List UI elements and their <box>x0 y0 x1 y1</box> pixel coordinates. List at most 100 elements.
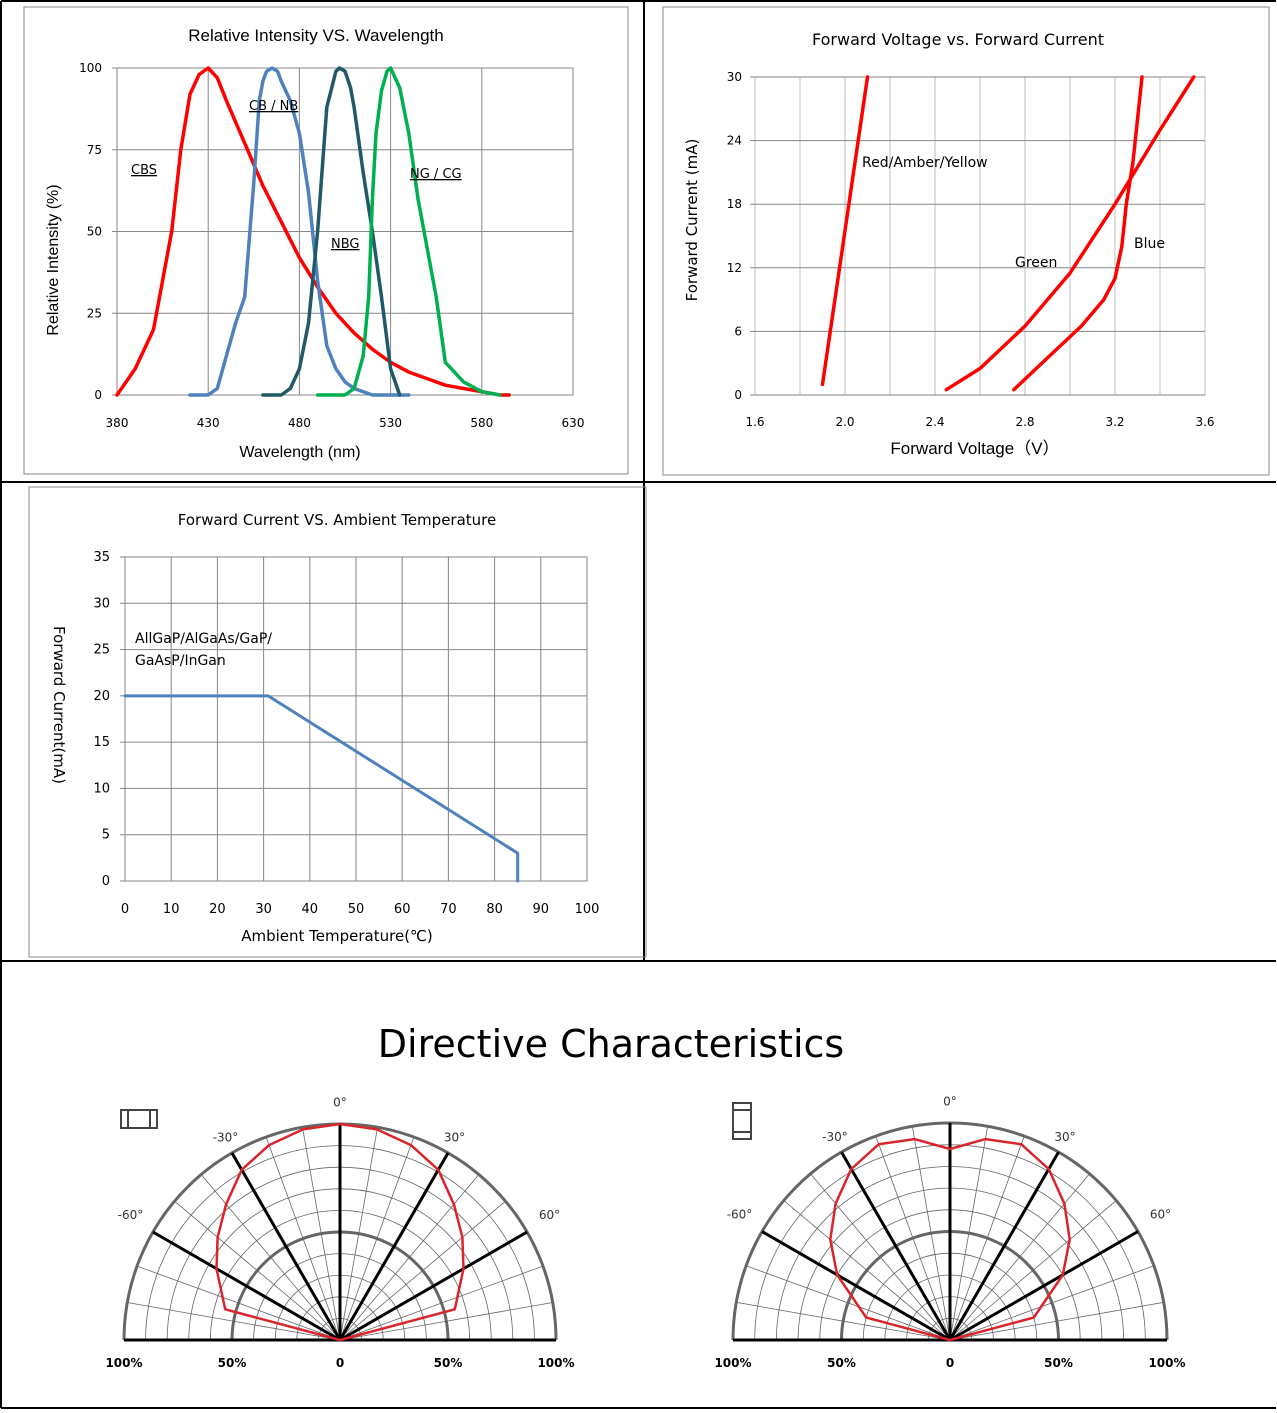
series-line-0 <box>820 75 870 387</box>
polar-major-radial-line <box>230 1152 342 1341</box>
y-tick-labels: 0 25 50 75 100 <box>79 61 102 402</box>
package-icon-vertical <box>732 1102 752 1140</box>
axis-label: 100% <box>1148 1356 1185 1370</box>
series-lines <box>123 694 520 883</box>
series-label-nbg: NBG <box>331 237 360 252</box>
x-tick-label: 20 <box>209 902 226 917</box>
y-tick-label: 15 <box>93 735 110 750</box>
y-tick-label: 12 <box>727 261 742 275</box>
y-tick-label: 0 <box>94 388 102 402</box>
x-tick-label: 90 <box>533 902 550 917</box>
polar-major-radial-line <box>948 1151 1060 1341</box>
x-tick-label: 430 <box>197 416 220 430</box>
package-icon-horizontal <box>120 1109 158 1129</box>
series-lines <box>115 66 511 397</box>
x-tick-label: 30 <box>255 902 272 917</box>
angle-label-minus-30: -30° <box>213 1131 239 1145</box>
y-axis-label: Forward Current(mA) <box>50 626 68 784</box>
angle-label-60: 60° <box>539 1208 560 1222</box>
x-tick-label: 530 <box>379 416 402 430</box>
y-tick-label: 6 <box>734 324 742 338</box>
x-tick-label: 2.8 <box>1015 415 1034 429</box>
polar-major-radial-line <box>761 1230 951 1342</box>
x-tick-label: 2.0 <box>835 415 854 429</box>
x-tick-label: 70 <box>440 902 457 917</box>
y-tick-label: 30 <box>93 596 110 611</box>
polar-major-radial-line <box>840 1151 952 1341</box>
annotation-line-2: GaAsP/InGan <box>135 653 226 669</box>
axis-label: 100% <box>537 1356 574 1370</box>
polar-major-radial-line <box>949 1230 1139 1342</box>
y-tick-label: 75 <box>87 143 102 157</box>
polar-plot-left: 0° -30° 30° -60° 60° 100% 50% 0 50% 100% <box>105 1096 574 1370</box>
angle-label-minus-60: -60° <box>118 1208 144 1222</box>
series-label-blue: Blue <box>1134 236 1165 252</box>
grid <box>112 67 574 396</box>
axis-label: 50% <box>827 1356 856 1370</box>
axis-label: 0 <box>946 1356 954 1370</box>
x-tick-label: 3.2 <box>1105 415 1124 429</box>
x-tick-label: 480 <box>288 416 311 430</box>
polar-major-radial-line <box>339 1230 528 1342</box>
x-tick-labels: 380 430 480 530 580 630 <box>106 416 585 430</box>
x-tick-label: 40 <box>302 902 319 917</box>
series-line-0 <box>115 66 511 397</box>
axis-label: 0 <box>336 1356 344 1370</box>
y-axis-label: Relative Intensity (%) <box>45 184 62 335</box>
x-tick-label: 3.6 <box>1195 415 1214 429</box>
x-tick-label: 80 <box>486 902 503 917</box>
series-label-green: Green <box>1015 255 1057 271</box>
x-axis-label: Wavelength (nm) <box>239 444 360 461</box>
y-tick-label: 24 <box>727 134 742 148</box>
y-tick-label: 30 <box>727 70 742 84</box>
y-tick-label: 0 <box>102 874 110 889</box>
y-tick-labels: 0 5 10 15 20 25 30 35 <box>93 550 110 889</box>
y-tick-label: 20 <box>93 689 110 704</box>
y-tick-label: 25 <box>93 643 110 658</box>
grid <box>120 556 588 882</box>
series-line-2 <box>1012 75 1144 392</box>
series-label-red-amber-yellow: Red/Amber/Yellow <box>862 155 988 171</box>
chart-title: Forward Current VS. Ambient Temperature <box>178 511 496 529</box>
series-label-ng-cg: NG / CG <box>410 167 462 182</box>
polar-pattern-curve <box>215 1122 465 1342</box>
y-tick-label: 5 <box>102 828 110 843</box>
angle-label-0: 0° <box>943 1095 957 1109</box>
series-line-0 <box>123 694 520 883</box>
axis-label: 50% <box>1044 1356 1073 1370</box>
x-axis-label: Forward Voltage（V） <box>890 439 1059 458</box>
angle-label-30: 30° <box>444 1131 465 1145</box>
directive-characteristics: Directive Characteristics 0° -30° 30° -60° 6… <box>105 1022 1185 1370</box>
x-tick-label: 580 <box>470 416 493 430</box>
x-tick-label: 10 <box>163 902 180 917</box>
y-tick-label: 100 <box>79 61 102 75</box>
x-tick-label: 1.6 <box>745 415 764 429</box>
series-line-2 <box>261 66 402 397</box>
angle-label-minus-60: -60° <box>727 1207 753 1221</box>
x-tick-label: 380 <box>106 416 129 430</box>
angle-label-minus-30: -30° <box>822 1130 848 1144</box>
chart-voltage-current: Forward Voltage vs. Forward Current 1.6 2… <box>683 30 1215 458</box>
x-tick-label: 50 <box>348 902 365 917</box>
y-tick-label: 50 <box>87 225 102 239</box>
x-tick-label: 60 <box>394 902 411 917</box>
directive-title: Directive Characteristics <box>378 1022 844 1066</box>
series-label-cb-nb: CB / NB <box>249 99 298 114</box>
x-tick-label: 2.4 <box>925 415 944 429</box>
x-tick-label: 630 <box>562 416 585 430</box>
x-axis-label: Ambient Temperature(℃) <box>241 927 433 945</box>
series-label-cbs: CBS <box>131 163 157 178</box>
axis-label: 50% <box>434 1356 463 1370</box>
series-line-3 <box>315 66 502 397</box>
chart-title: Relative Intensity VS. Wavelength <box>188 26 443 45</box>
polar-major-radial-line <box>152 1230 341 1342</box>
y-tick-label: 10 <box>93 781 110 796</box>
angle-label-30: 30° <box>1054 1130 1075 1144</box>
y-tick-label: 25 <box>87 306 102 320</box>
polar-plot-right: 0° -30° 30° -60° 60° 100% 50% 0 50% 100% <box>714 1095 1185 1370</box>
axis-label: 100% <box>105 1356 142 1370</box>
y-axis-label: Forward Current (mA) <box>683 139 701 302</box>
y-tick-label: 35 <box>93 550 110 565</box>
